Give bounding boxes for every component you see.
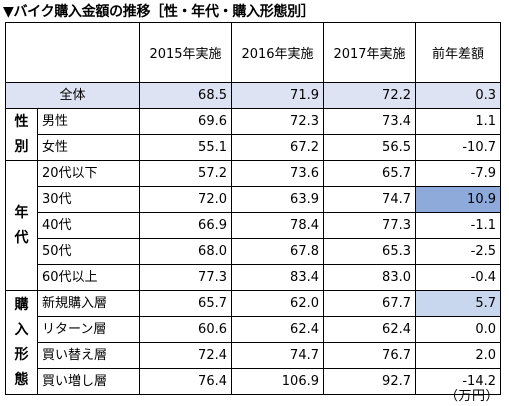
value-2015: 57.2 [139, 160, 232, 187]
row-label: 30代 [37, 186, 140, 213]
header-corner [5, 22, 140, 83]
value-2016: 67.8 [231, 238, 324, 265]
value-2016: 106.9 [231, 368, 324, 395]
value-2015: 72.0 [139, 186, 232, 213]
value-2016: 62.4 [231, 316, 324, 343]
total-row: 全体 68.5 71.9 72.2 0.3 [5, 82, 501, 109]
value-2015: 60.6 [139, 316, 232, 343]
value-2016: 73.6 [231, 160, 324, 187]
table-row: 女性 55.1 67.2 56.5 -10.7 [6, 134, 501, 161]
value-2016: 63.9 [231, 186, 324, 213]
total-diff: 0.3 [415, 82, 501, 109]
value-2016: 83.4 [231, 264, 324, 291]
value-2017: 77.3 [323, 212, 416, 239]
row-label: 50代 [37, 238, 140, 265]
value-2017: 56.5 [323, 134, 416, 161]
value-2017: 65.3 [323, 238, 416, 265]
table-row: リターン層 60.6 62.4 62.4 0.0 [6, 316, 501, 343]
total-2015: 68.5 [139, 82, 232, 109]
row-label: 男性 [37, 108, 140, 135]
value-2015: 55.1 [139, 134, 232, 161]
table-row: 年 代 20代以下 57.2 73.6 65.7 -7.9 [5, 160, 501, 291]
value-diff: -14.2 [415, 368, 501, 395]
group-label-purchase-type: 購 入 形 態 [5, 290, 38, 395]
value-2015: 72.4 [139, 342, 232, 369]
value-2017: 73.4 [323, 108, 416, 135]
row-label: 20代以下 [37, 160, 140, 187]
value-2016: 67.2 [231, 134, 324, 161]
header-diff: 前年差額 [415, 22, 501, 83]
value-2016: 72.3 [231, 108, 324, 135]
value-2017: 92.7 [323, 368, 416, 395]
group-label-age: 年 代 [5, 160, 38, 291]
value-2017: 74.7 [323, 186, 416, 213]
value-2016: 78.4 [231, 212, 324, 239]
value-2015: 69.6 [139, 108, 232, 135]
value-diff: 1.1 [415, 108, 501, 135]
value-2015: 68.0 [139, 238, 232, 265]
row-label: 買い増し層 [37, 368, 140, 395]
header-2016: 2016年実施 [231, 22, 324, 83]
group-label-gender: 性 別 [5, 108, 38, 161]
value-2017: 65.7 [323, 160, 416, 187]
total-2017: 72.2 [323, 82, 416, 109]
total-2016: 71.9 [231, 82, 324, 109]
header-row: 2015年実施 2016年実施 2017年実施 前年差額 [5, 22, 501, 83]
table-row: 購 入 形 態 新規購入層 65.7 62.0 67.7 5.7 [5, 290, 501, 395]
value-diff: -0.4 [415, 264, 501, 291]
value-diff-highlight: 10.9 [415, 186, 501, 213]
value-2015: 65.7 [139, 290, 232, 317]
table-row: 買い増し層 76.4 106.9 92.7 -14.2 [6, 368, 501, 395]
row-label: 40代 [37, 212, 140, 239]
value-diff: -1.1 [415, 212, 501, 239]
value-2016: 74.7 [231, 342, 324, 369]
value-2015: 66.9 [139, 212, 232, 239]
table-row: 買い替え層 72.4 74.7 76.7 2.0 [6, 342, 501, 369]
value-diff: 2.0 [415, 342, 501, 369]
table-row: 50代 68.0 67.8 65.3 -2.5 [6, 238, 501, 265]
purchase-amount-table: 2015年実施 2016年実施 2017年実施 前年差額 全体 68.5 71.… [5, 22, 501, 395]
value-diff: -7.9 [415, 160, 501, 187]
table-row: 30代 72.0 63.9 74.7 10.9 [6, 186, 501, 213]
value-2015: 77.3 [139, 264, 232, 291]
header-2017: 2017年実施 [323, 22, 416, 83]
row-label: 新規購入層 [37, 290, 140, 317]
value-2017: 76.7 [323, 342, 416, 369]
row-label: 女性 [37, 134, 140, 161]
value-diff-highlight: 5.7 [415, 290, 501, 317]
page-title: ▼バイク購入金額の推移［性・年代・購入形態別］ [3, 4, 315, 20]
value-2017: 83.0 [323, 264, 416, 291]
value-diff: -10.7 [415, 134, 501, 161]
row-label: 60代以上 [37, 264, 140, 291]
unit-label: （万円） [444, 389, 499, 404]
table-row: 性 別 男性 69.6 72.3 73.4 1.1 [5, 108, 501, 161]
value-2017: 62.4 [323, 316, 416, 343]
value-diff: 0.0 [415, 316, 501, 343]
value-diff: -2.5 [415, 238, 501, 265]
table-row: 40代 66.9 78.4 77.3 -1.1 [6, 212, 501, 239]
row-label: リターン層 [37, 316, 140, 343]
table-row: 60代以上 77.3 83.4 83.0 -0.4 [6, 264, 501, 291]
total-label: 全体 [5, 82, 140, 109]
value-2016: 62.0 [231, 290, 324, 317]
row-label: 買い替え層 [37, 342, 140, 369]
value-2015: 76.4 [139, 368, 232, 395]
header-2015: 2015年実施 [139, 22, 232, 83]
value-2017: 67.7 [323, 290, 416, 317]
